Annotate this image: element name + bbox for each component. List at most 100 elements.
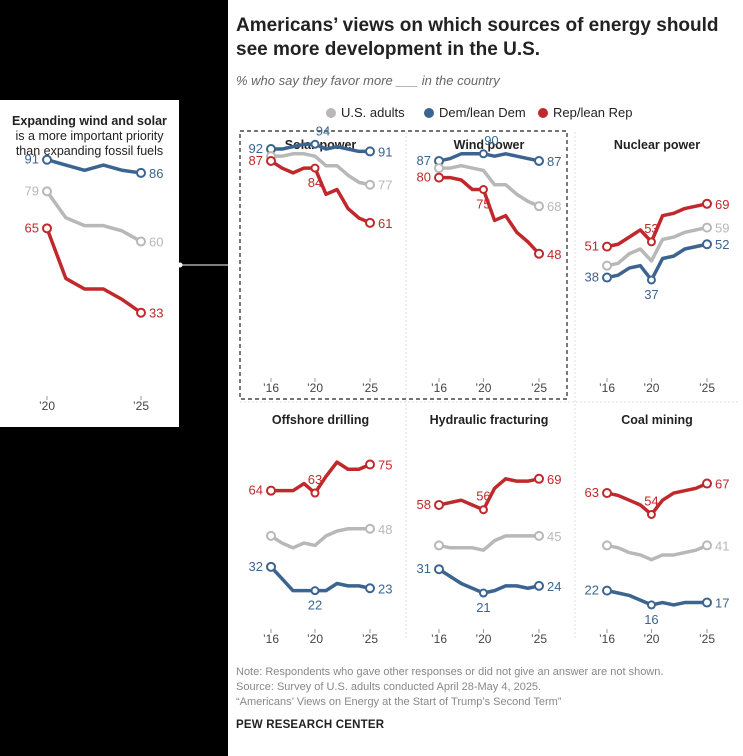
solar-power-line-dem bbox=[271, 142, 370, 154]
hydraulic-fracturing-tick-label: ’20 bbox=[475, 632, 491, 646]
wind-power-label-dem: 87 bbox=[547, 154, 561, 169]
coal-mining-label-dem: 16 bbox=[644, 612, 658, 627]
hydraulic-fracturing-point-dem bbox=[478, 588, 488, 598]
wind-power-label-dem: 90 bbox=[484, 133, 498, 148]
coal-mining-label-dem: 22 bbox=[585, 583, 599, 598]
main-panel: Americans’ views on which sources of ene… bbox=[228, 0, 743, 756]
source-credit: PEW RESEARCH CENTER bbox=[236, 719, 385, 731]
offshore-drilling-point-rep bbox=[266, 485, 276, 496]
nuclear-power-point-dem bbox=[602, 272, 612, 283]
hydraulic-fracturing-point-rep bbox=[478, 505, 488, 515]
wind-power-line-dem bbox=[438, 152, 540, 163]
solar-power-line-rep bbox=[270, 159, 371, 225]
coal-mining-point-rep bbox=[646, 509, 656, 519]
offshore-drilling-line-rep bbox=[271, 460, 371, 495]
side-chart-label-adults: 79 bbox=[25, 183, 39, 198]
nuclear-power-label-dem: 52 bbox=[715, 237, 729, 252]
coal-mining-tick-label: ’20 bbox=[643, 632, 659, 646]
nuclear-power-line-dem bbox=[606, 242, 708, 282]
hydraulic-fracturing-tick-label: ’16 bbox=[431, 632, 447, 646]
wind-power-tick-label: ’25 bbox=[531, 381, 547, 395]
side-chart-line-dem bbox=[46, 158, 142, 175]
nuclear-power-point-adults bbox=[702, 222, 712, 233]
side-chart-point-rep bbox=[42, 223, 52, 234]
coal-mining-panel: Coal mining ’16 ’20 ’25 63 54 67 41 22 16 17 bbox=[585, 413, 730, 646]
hydraulic-fracturing-tick-label: ’25 bbox=[531, 632, 547, 646]
legend-dem-swatch bbox=[424, 107, 434, 118]
solar-power-label-dem: 91 bbox=[378, 144, 392, 159]
offshore-drilling-label-dem: 22 bbox=[308, 598, 322, 613]
offshore-drilling-tick-label: ’25 bbox=[362, 632, 378, 646]
side-chart-point-dem bbox=[136, 167, 146, 178]
coal-mining-point-rep bbox=[602, 488, 612, 499]
wind-power-point-rep bbox=[534, 248, 544, 259]
solar-power-point-rep bbox=[310, 163, 320, 173]
coal-mining-point-adults bbox=[702, 540, 712, 551]
wind-power-line-rep bbox=[439, 175, 541, 255]
side-panel: Expanding wind and solar is a more impor… bbox=[0, 100, 179, 427]
chart-note: Note: Respondents who gave other respons… bbox=[236, 665, 736, 710]
coal-mining-tick-label: ’16 bbox=[599, 632, 615, 646]
side-chart-point-adults bbox=[42, 186, 52, 197]
nuclear-power-point-rep bbox=[646, 237, 656, 247]
nuclear-power-label-adults: 59 bbox=[715, 221, 729, 236]
side-chart-label-rep: 65 bbox=[25, 220, 39, 235]
solar-power-label-adults: 77 bbox=[378, 178, 392, 193]
solar-power-tick-label: ’20 bbox=[307, 381, 323, 395]
legend-adults-swatch bbox=[326, 107, 336, 118]
nuclear-power-label-dem: 38 bbox=[585, 270, 599, 285]
wind-power-label-rep: 48 bbox=[547, 247, 561, 262]
hydraulic-fracturing-point-rep bbox=[434, 499, 444, 510]
offshore-drilling-label-rep: 75 bbox=[378, 458, 392, 473]
offshore-drilling-line-dem bbox=[269, 565, 371, 593]
offshore-drilling-line-adults bbox=[270, 527, 370, 550]
nuclear-power-label-rep: 69 bbox=[715, 197, 729, 212]
coal-mining-point-rep bbox=[702, 478, 712, 489]
connector-line bbox=[176, 262, 228, 268]
solar-power-label-dem: 94 bbox=[316, 123, 330, 138]
solar-power-label-rep: 84 bbox=[308, 175, 322, 190]
hydraulic-fracturing-line-rep bbox=[438, 477, 540, 512]
nuclear-power-point-dem bbox=[702, 239, 712, 250]
offshore-drilling-point-rep bbox=[310, 488, 320, 498]
solar-power-point-rep bbox=[266, 155, 276, 166]
side-chart-label-dem: 86 bbox=[149, 166, 163, 181]
side-chart-tick-label: ’20 bbox=[39, 399, 55, 413]
nuclear-power-panel: Nuclear power ’16 ’20 ’25 51 53 69 59 38 37 52 bbox=[585, 138, 730, 395]
offshore-drilling-label-dem: 32 bbox=[249, 559, 263, 574]
legend-dem-label: Dem/lean Dem bbox=[439, 105, 526, 120]
note-line-3: “Americans’ Views on Energy at the Start… bbox=[236, 696, 562, 708]
wind-power-label-dem: 87 bbox=[417, 153, 431, 168]
coal-mining-line-adults bbox=[606, 543, 708, 562]
solar-power-line-adults bbox=[271, 152, 371, 187]
offshore-drilling-point-adults bbox=[266, 530, 276, 541]
nuclear-power-label-rep: 53 bbox=[644, 221, 658, 236]
nuclear-power-point-rep bbox=[702, 198, 712, 209]
side-chart-point-dem bbox=[42, 154, 52, 165]
coal-mining-label-rep: 54 bbox=[644, 493, 658, 508]
solar-power-point-adults bbox=[365, 179, 375, 190]
offshore-drilling-point-rep bbox=[365, 459, 375, 470]
offshore-drilling-label-rep: 64 bbox=[249, 483, 263, 498]
side-panel-subtitle-line-2: than expanding fossil fuels bbox=[15, 144, 164, 158]
side-chart-panel: ’20 ’25 91 86 79 60 65 33 bbox=[25, 152, 164, 413]
nuclear-power-tick-label: ’20 bbox=[643, 381, 659, 395]
chart-subtitle: % who say they favor more ___ in the cou… bbox=[236, 73, 500, 88]
coal-mining-point-dem bbox=[702, 597, 712, 608]
hydraulic-fracturing-label-rep: 58 bbox=[417, 497, 431, 512]
hydraulic-fracturing-point-dem bbox=[434, 564, 444, 575]
side-chart-line-adults bbox=[45, 190, 142, 244]
side-chart-point-adults bbox=[136, 236, 146, 247]
note-line-2: Source: Survey of U.S. adults conducted … bbox=[236, 681, 542, 693]
offshore-drilling-point-dem bbox=[266, 561, 276, 572]
side-panel-title: Expanding wind and solar bbox=[12, 114, 167, 128]
hydraulic-fracturing-label-rep: 69 bbox=[547, 472, 561, 487]
wind-power-tick-label: ’20 bbox=[475, 381, 491, 395]
nuclear-power-point-dem bbox=[646, 275, 656, 285]
note-line-1: Note: Respondents who gave other respons… bbox=[236, 666, 664, 678]
wind-power-point-dem bbox=[534, 155, 544, 166]
nuclear-power-label-rep: 51 bbox=[585, 239, 599, 254]
hydraulic-fracturing-title: Hydraulic fracturing bbox=[430, 413, 549, 427]
nuclear-power-tick-label: ’25 bbox=[699, 381, 715, 395]
